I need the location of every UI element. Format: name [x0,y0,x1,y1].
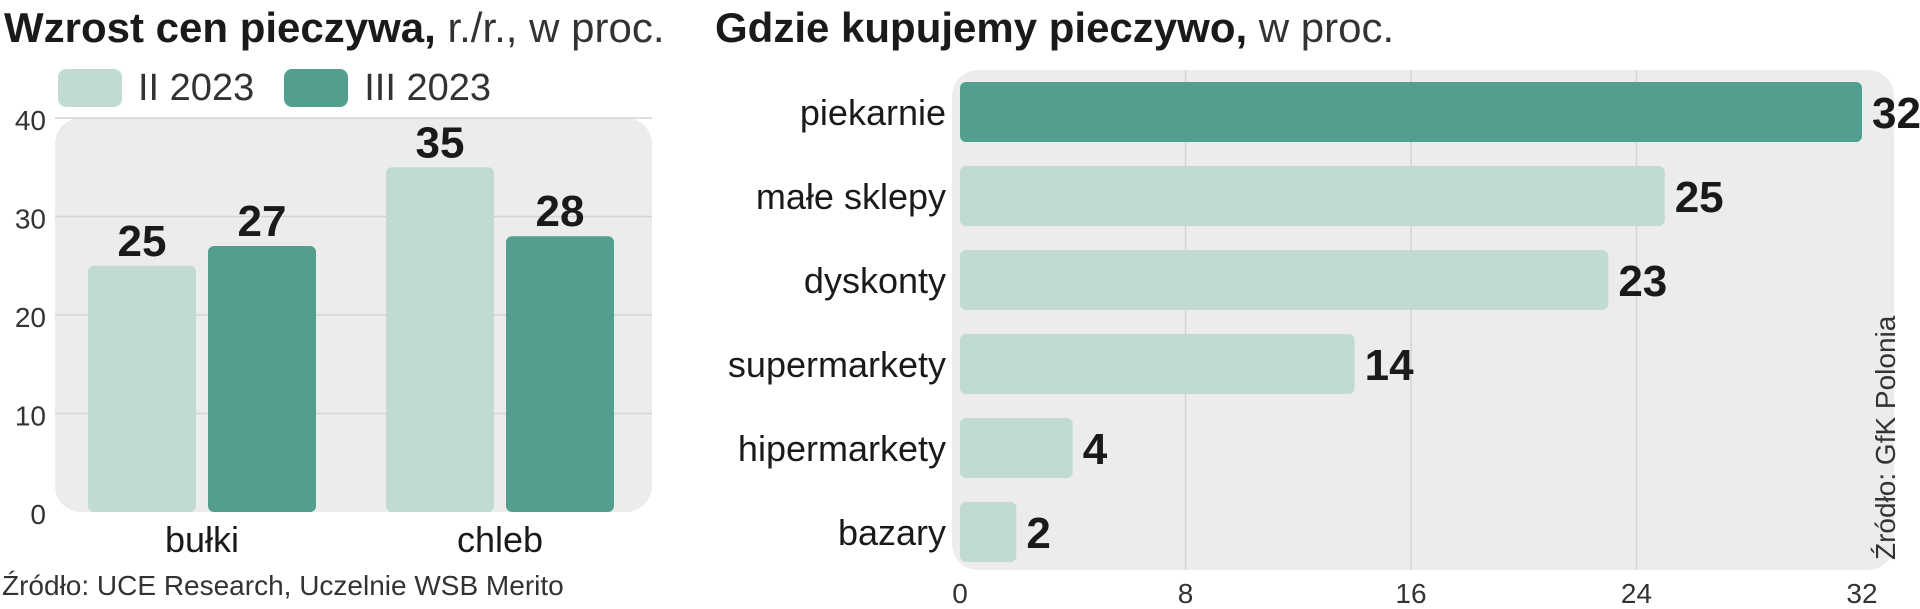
right-chart-source: Źródło: GfK Polonia [1870,315,1901,560]
right-xtick-label-3: 24 [1621,578,1652,609]
right-bar-0 [960,82,1862,142]
right-category-label-1: małe sklepy [756,176,946,217]
right-data-label-0: 32 [1872,89,1920,138]
legend-item-series-2: III 2023 [284,67,491,110]
right-title-bold: Gdzie kupujemy pieczywo, [715,4,1248,51]
left-category-label-1: chleb [457,519,543,560]
left-ytick-label-1: 10 [15,401,46,432]
left-category-label-0: bułki [165,519,239,560]
legend-swatch-series-1 [58,69,122,107]
left-chart-legend: II 2023 III 2023 [58,67,521,110]
right-category-label-5: bazary [838,512,946,553]
right-bar-2 [960,250,1609,310]
right-data-label-2: 23 [1618,257,1667,306]
left-data-label-chleb-1: 28 [536,187,585,236]
right-xtick-label-1: 8 [1178,578,1194,609]
left-bar-bułki-1 [208,246,316,513]
right-bar-4 [960,418,1073,478]
right-data-label-3: 14 [1365,341,1414,390]
left-ytick-label-3: 30 [15,204,46,235]
right-xtick-label-0: 0 [952,578,968,609]
left-title-rest: r./r., w proc. [435,4,665,51]
right-bar-5 [960,502,1017,562]
left-bar-bułki-0 [88,265,196,512]
left-data-label-chleb-0: 35 [416,118,465,167]
right-title-rest: w proc. [1247,4,1395,51]
right-category-label-4: hipermarkety [738,428,946,469]
left-ytick-label-2: 20 [15,302,46,333]
left-chart-title: Wzrost cen pieczywa, r./r., w proc. [4,2,665,54]
right-bar-1 [960,166,1665,226]
left-data-label-bułki-1: 27 [238,197,287,246]
right-data-label-5: 2 [1026,509,1050,558]
left-data-label-bułki-0: 25 [118,217,167,266]
legend-item-series-1: II 2023 [58,67,254,110]
right-chart-panel [952,70,1894,570]
right-data-label-4: 4 [1083,425,1108,474]
left-ytick-label-4: 40 [15,105,46,136]
right-data-label-1: 25 [1675,173,1724,222]
legend-label-series-1: II 2023 [138,66,255,109]
left-chart-source: Źródło: UCE Research, Uczelnie WSB Merit… [2,570,564,601]
right-xtick-label-4: 32 [1846,578,1877,609]
legend-swatch-series-2 [284,69,349,107]
left-title-bold: Wzrost cen pieczywa, [4,4,436,51]
right-xtick-label-2: 16 [1395,578,1426,609]
left-bar-chleb-1 [506,236,614,512]
right-category-label-0: piekarnie [800,92,946,133]
right-category-label-2: dyskonty [804,260,946,301]
right-category-label-3: supermarkety [728,344,946,385]
right-bar-3 [960,334,1355,394]
left-ytick-label-0: 0 [30,499,46,530]
right-chart-title: Gdzie kupujemy pieczywo, w proc. [715,2,1394,54]
left-bar-chleb-0 [386,167,494,512]
legend-label-series-2: III 2023 [364,66,491,109]
